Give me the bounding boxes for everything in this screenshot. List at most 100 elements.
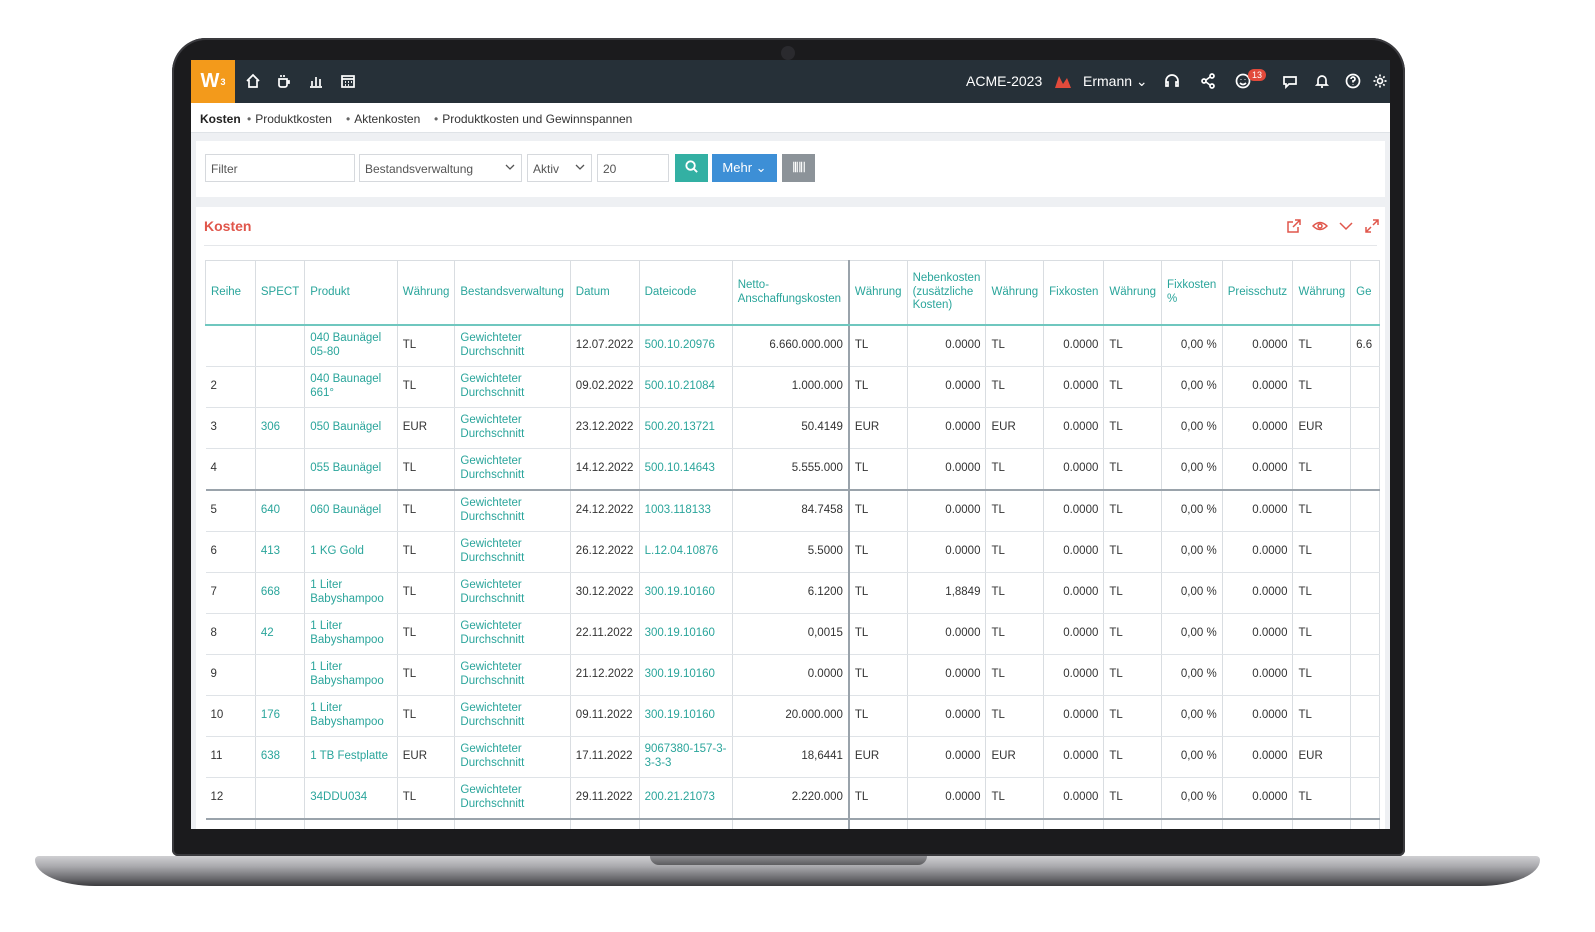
table-cell[interactable] xyxy=(255,819,306,829)
column-header[interactable]: Währung xyxy=(848,260,908,326)
table-cell[interactable] xyxy=(255,654,306,696)
table-cell[interactable]: Gewichteter xyxy=(454,819,571,829)
column-header[interactable]: Datum xyxy=(569,260,640,326)
user-menu[interactable]: Ermann ⌄ xyxy=(1083,73,1148,90)
table-cell[interactable]: Gewichteter Durchschnitt xyxy=(454,448,571,491)
table-cell[interactable]: 500.10.21084 xyxy=(639,366,733,408)
smiley-icon[interactable] xyxy=(1234,72,1252,90)
breadcrumb-aktenkosten[interactable]: • Aktenkosten xyxy=(346,112,421,126)
table-cell[interactable]: 050 Baunägel xyxy=(304,407,398,449)
table-cell[interactable]: 300.19.10160 xyxy=(639,695,733,737)
table-row[interactable]: 6 413 1 KG Gold TL Gewichteter Durchschnitt 2… xyxy=(205,531,1380,573)
table-cell[interactable]: 638 xyxy=(255,736,306,778)
table-cell[interactable]: 42 xyxy=(255,613,306,655)
chat-icon[interactable] xyxy=(1281,72,1299,90)
column-header[interactable]: Dateicode xyxy=(638,260,733,326)
table-row[interactable]: 040 Baunägel 05-80 TL Gewichteter Durchsch… xyxy=(205,325,1380,367)
table-cell[interactable] xyxy=(304,819,398,829)
column-header[interactable]: Ge xyxy=(1350,260,1380,326)
table-cell[interactable] xyxy=(255,777,306,820)
barcode-button[interactable] xyxy=(782,154,815,182)
table-row[interactable]: 11 638 1 TB Festplatte EUR Gewichteter Durch… xyxy=(205,736,1380,778)
column-header[interactable]: Fixkosten xyxy=(1043,260,1105,326)
table-cell[interactable]: Gewichteter Durchschnitt xyxy=(454,777,571,820)
table-row[interactable]: 12 34DDU034 TL Gewichteter Durchschnitt 29.1… xyxy=(205,777,1380,820)
table-row[interactable]: 3 306 050 Baunägel EUR Gewichteter Durchschn… xyxy=(205,407,1380,449)
table-row[interactable]: 8 42 1 Liter Babyshampoo TL Gewichteter Durc… xyxy=(205,613,1380,655)
table-cell[interactable]: 060 Baunägel xyxy=(304,490,398,532)
column-header[interactable]: Produkt xyxy=(304,260,398,326)
table-cell[interactable]: 1 Liter Babyshampoo xyxy=(304,695,398,737)
coffee-icon[interactable] xyxy=(275,72,293,90)
breadcrumb-produktkosten[interactable]: • Produktkosten xyxy=(247,112,332,126)
table-cell[interactable]: 200.21.21073 xyxy=(639,777,733,820)
table-cell[interactable]: Gewichteter Durchschnitt xyxy=(454,366,571,408)
table-cell[interactable] xyxy=(639,819,733,829)
headset-icon[interactable] xyxy=(1163,72,1181,90)
table-cell[interactable]: 040 Baunägel 05-80 xyxy=(304,325,398,367)
table-cell[interactable]: Gewichteter Durchschnitt xyxy=(454,490,571,532)
table-cell[interactable]: 500.10.14643 xyxy=(639,448,733,491)
table-row[interactable]: 2 040 Baunagel 661° TL Gewichteter Durchsch… xyxy=(205,366,1380,408)
table-cell[interactable]: 1 TB Festplatte xyxy=(304,736,398,778)
table-cell[interactable]: Gewichteter Durchschnitt xyxy=(454,654,571,696)
column-header[interactable]: Währung xyxy=(1103,260,1163,326)
filter-input[interactable]: Filter xyxy=(205,154,355,182)
column-header[interactable]: SPECT xyxy=(254,260,306,326)
table-row[interactable]: 4 055 Baunägel TL Gewichteter Durchschnitt 1… xyxy=(205,448,1380,491)
status-select[interactable]: Aktiv xyxy=(527,154,592,182)
bell-icon[interactable] xyxy=(1313,72,1331,90)
table-cell[interactable]: Gewichteter Durchschnitt xyxy=(454,736,571,778)
table-cell[interactable] xyxy=(255,325,306,367)
collapse-chevron-icon[interactable] xyxy=(1338,218,1356,236)
export-icon[interactable] xyxy=(1286,218,1304,236)
column-header[interactable]: Reihe xyxy=(205,260,256,326)
column-header[interactable]: Preisschutz xyxy=(1221,260,1294,326)
calendar-icon[interactable] xyxy=(339,72,357,90)
table-cell[interactable]: 300.19.10160 xyxy=(639,654,733,696)
table-cell[interactable]: 9067380-157-3-3-3-3 xyxy=(639,736,733,778)
column-header[interactable]: Währung xyxy=(396,260,456,326)
table-cell[interactable]: 34DDU034 xyxy=(304,777,398,820)
table-cell[interactable]: 413 xyxy=(255,531,306,573)
table-cell[interactable]: 176 xyxy=(255,695,306,737)
table-cell[interactable]: 500.20.13721 xyxy=(639,407,733,449)
table-cell[interactable]: 055 Baunägel xyxy=(304,448,398,491)
stock-method-select[interactable]: Bestandsverwaltung xyxy=(359,154,522,182)
help-icon[interactable] xyxy=(1344,72,1362,90)
settings-gear-icon[interactable] xyxy=(1371,72,1389,90)
column-header[interactable]: Bestandsverwaltung xyxy=(454,260,571,326)
table-cell[interactable]: Gewichteter Durchschnitt xyxy=(454,407,571,449)
home-icon[interactable] xyxy=(244,72,262,90)
table-cell[interactable]: Gewichteter Durchschnitt xyxy=(454,572,571,614)
table-cell[interactable]: L.12.04.10876 xyxy=(639,531,733,573)
breadcrumb-gewinnspannen[interactable]: • Produktkosten und Gewinnspannen xyxy=(434,112,633,126)
table-row[interactable]: 10 176 1 Liter Babyshampoo TL Gewichteter Du… xyxy=(205,695,1380,737)
table-cell[interactable]: 1 Liter Babyshampoo xyxy=(304,654,398,696)
bar-chart-icon[interactable] xyxy=(307,72,325,90)
column-header[interactable]: Fixkosten % xyxy=(1161,260,1223,326)
table-cell[interactable]: 040 Baunagel 661° xyxy=(304,366,398,408)
table-cell[interactable]: 500.10.20976 xyxy=(639,325,733,367)
more-button[interactable]: Mehr ⌄ xyxy=(712,154,777,182)
table-cell[interactable]: 668 xyxy=(255,572,306,614)
table-cell[interactable]: 1 Liter Babyshampoo xyxy=(304,613,398,655)
table-row[interactable]: 7 668 1 Liter Babyshampoo TL Gewichteter Dur… xyxy=(205,572,1380,614)
table-cell[interactable]: Gewichteter Durchschnitt xyxy=(454,613,571,655)
eye-icon[interactable] xyxy=(1311,218,1330,236)
company-name[interactable]: ACME-2023 xyxy=(966,73,1043,89)
page-size-input[interactable]: 20 xyxy=(597,154,669,182)
table-cell[interactable]: Gewichteter Durchschnitt xyxy=(454,531,571,573)
table-cell[interactable]: Gewichteter Durchschnitt xyxy=(454,325,571,367)
table-cell[interactable]: 300.19.10160 xyxy=(639,572,733,614)
table-row[interactable]: 5 640 060 Baunägel TL Gewichteter Durchschni… xyxy=(205,490,1380,532)
table-cell[interactable]: 640 xyxy=(255,490,306,532)
search-button[interactable] xyxy=(675,154,708,182)
column-header[interactable]: Netto-Anschaffungskosten xyxy=(731,260,850,326)
table-cell[interactable] xyxy=(255,448,306,491)
breadcrumb-kosten[interactable]: Kosten xyxy=(200,112,241,126)
expand-icon[interactable] xyxy=(1364,218,1382,236)
table-cell[interactable]: 300.19.10160 xyxy=(639,613,733,655)
